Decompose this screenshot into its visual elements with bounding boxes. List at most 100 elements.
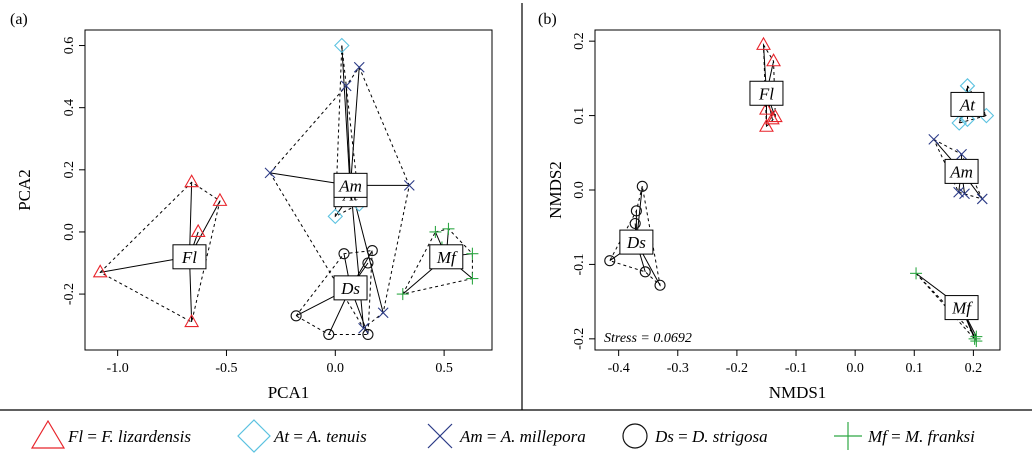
- point-Am: [377, 307, 389, 319]
- legend-species: M. franksi: [904, 427, 975, 446]
- x-axis-label: PCA1: [268, 383, 310, 402]
- centroid-label-box: [749, 80, 784, 106]
- legend-abbr: Mf: [867, 427, 889, 446]
- point-Ds-shape: [362, 328, 374, 341]
- point-Am: [959, 188, 970, 200]
- spoke-Am: [350, 67, 360, 186]
- centroid-label-box: [333, 275, 368, 301]
- point-Fl: [756, 36, 771, 50]
- point-Ds-shape: [338, 248, 350, 260]
- point-Fl-shape: [212, 192, 228, 206]
- point-Fl-shape: [756, 36, 771, 50]
- legend-abbr: Am: [459, 427, 483, 446]
- legend-equals: =: [83, 427, 101, 446]
- point-Ds: [629, 217, 641, 230]
- point-At-shape: [951, 115, 967, 131]
- point-Mf: [429, 225, 442, 238]
- centroid-label-At: At: [950, 91, 985, 117]
- spoke-At: [341, 45, 352, 195]
- centroid-label-text: Am: [949, 162, 973, 181]
- centroid-label-box: [944, 158, 979, 184]
- point-Ds-shape: [362, 257, 374, 269]
- point-Fl-shape: [764, 111, 780, 125]
- point-Fl-shape: [190, 223, 206, 237]
- point-Ds: [366, 245, 378, 257]
- centroid-label-text: At: [959, 95, 976, 114]
- x-tick-label: -0.2: [726, 361, 748, 376]
- point-Fl-shape: [759, 101, 774, 115]
- point-Fl-shape: [759, 118, 774, 132]
- point-At: [951, 115, 967, 131]
- centroid-label-Ds: Ds: [619, 229, 654, 255]
- centroid-label-box: [619, 229, 654, 255]
- legend-label: Mf = M. franksi: [867, 427, 975, 446]
- legend-equals: =: [674, 427, 692, 446]
- point-Am-stroke2: [959, 188, 970, 200]
- centroid-label-Am: Am: [944, 158, 979, 184]
- centroid-label-box: [944, 295, 979, 321]
- x-tick-label: 0.0: [327, 361, 345, 376]
- point-Am-stroke2: [377, 307, 389, 319]
- x-tick-label: -1.0: [107, 361, 129, 376]
- hull-Mf: [401, 228, 473, 295]
- centroid-label-text: Ds: [626, 233, 646, 252]
- point-Fl: [190, 223, 206, 237]
- legend-species: F. lizardensis: [100, 427, 191, 446]
- legend-species: A. tenuis: [306, 427, 367, 446]
- point-Fl-shape: [92, 264, 108, 278]
- point-Ds-shape: [636, 180, 648, 192]
- y-tick-label: 0.6: [62, 37, 77, 55]
- y-tick-label: 0.0: [572, 181, 587, 199]
- point-Ds: [362, 257, 374, 269]
- point-Ds: [630, 205, 642, 217]
- point-Ds: [338, 248, 350, 260]
- point-Am-stroke2: [340, 80, 352, 92]
- legend-label: Ds = D. strigosa: [654, 427, 768, 446]
- centroid-label-box: [429, 244, 464, 270]
- point-Am: [403, 179, 415, 191]
- point-At-shape: [327, 208, 344, 225]
- legend-species: A. millepora: [500, 427, 586, 446]
- centroid-label-box: [950, 91, 985, 117]
- plot-frame: [594, 29, 1001, 351]
- legend-diamond-icon: [237, 419, 271, 453]
- point-At-shape: [334, 37, 350, 54]
- y-tick-label: -0.2: [62, 283, 77, 305]
- legend-triangle-icon: [30, 419, 66, 449]
- point-Ds: [654, 279, 666, 291]
- point-Fl: [212, 192, 228, 206]
- centroid-label-Fl: Fl: [749, 80, 784, 106]
- y-tick-label: 0.4: [62, 99, 77, 117]
- centroid-label-text: Fl: [758, 84, 774, 103]
- point-Am: [353, 61, 365, 73]
- point-Ds-shape: [629, 217, 641, 230]
- y-tick-label: -0.2: [572, 328, 587, 350]
- centroid-label-box: [172, 244, 207, 270]
- point-Am: [928, 134, 940, 145]
- centroid-label-Ds: Ds: [333, 275, 368, 301]
- hull-At: [334, 45, 360, 218]
- y-tick-label: 0.2: [62, 161, 77, 179]
- point-Ds-shape: [630, 205, 642, 217]
- centroid-label-Am: Am: [333, 172, 368, 198]
- centroid-label-Fl: Fl: [172, 244, 207, 270]
- x-tick-label: 0.2: [965, 361, 983, 376]
- legend-abbr: Fl: [67, 427, 83, 446]
- point-At: [327, 208, 344, 225]
- point-Am-stroke2: [953, 186, 965, 198]
- point-Ds: [639, 266, 651, 278]
- legend-label: At = A. tenuis: [273, 427, 367, 446]
- centroid-label-box: [333, 172, 368, 198]
- panel-a-pca: (a) -1.0 -0.5 0.0 0.5 -0.2 0.0 0.2 0.4 0.6 PCA1 PCA…: [10, 11, 493, 402]
- point-Am-stroke2: [928, 134, 940, 145]
- x-tick-label: 0.5: [435, 361, 453, 376]
- point-Ds-shape: [290, 310, 302, 322]
- point-Ds: [636, 180, 648, 192]
- point-Am-stroke2: [956, 148, 967, 160]
- point-Mf: [466, 247, 479, 260]
- centroid-label-text: Ds: [340, 279, 360, 298]
- hull-At: [958, 84, 988, 124]
- y-tick-label: 0.2: [572, 32, 587, 50]
- point-Fl: [184, 174, 200, 188]
